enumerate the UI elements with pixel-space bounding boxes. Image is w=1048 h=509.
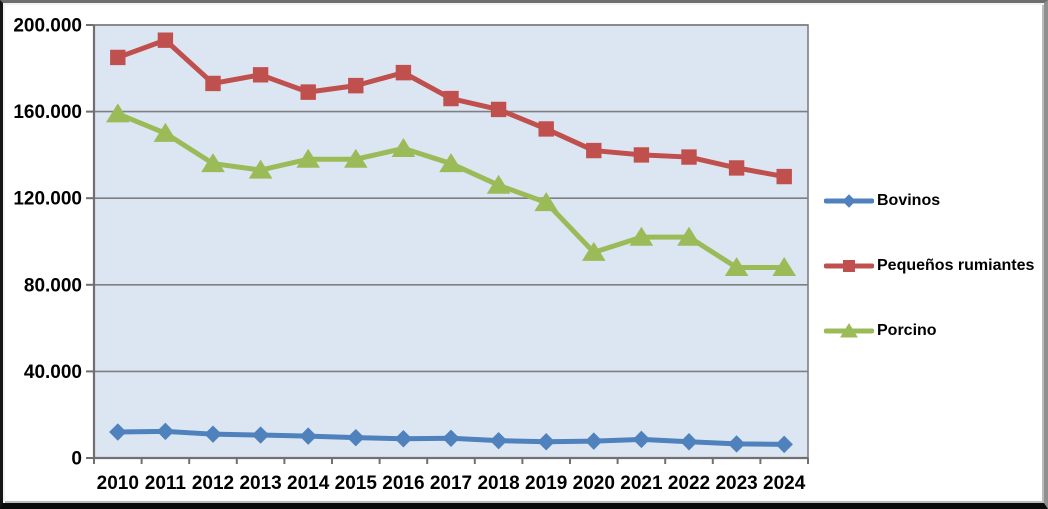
- data-marker: [681, 149, 697, 165]
- data-marker: [490, 101, 507, 118]
- data-marker: [347, 428, 365, 447]
- data-marker: [205, 75, 221, 92]
- data-marker: [252, 67, 269, 83]
- data-marker: [724, 257, 749, 277]
- x-tick-label: 2012: [192, 473, 234, 494]
- x-tick-label: 2018: [477, 473, 519, 494]
- data-marker: [251, 426, 270, 444]
- data-marker: [153, 122, 178, 142]
- x-tick-label: 2015: [335, 473, 378, 494]
- data-marker: [110, 49, 126, 66]
- data-marker: [486, 174, 511, 194]
- data-marker: [489, 431, 508, 450]
- x-tick-label: 2022: [668, 473, 710, 494]
- data-marker: [538, 121, 554, 137]
- y-tick-label: 0: [71, 449, 82, 470]
- data-marker: [296, 148, 321, 168]
- series-1: [110, 32, 792, 185]
- legend-item-pequenos-rumiantes: Pequeños rumiantes: [824, 255, 1034, 277]
- data-marker: [727, 435, 746, 453]
- data-marker: [629, 226, 654, 246]
- data-marker: [585, 432, 603, 450]
- data-marker: [248, 159, 273, 179]
- x-tick-label: 2010: [97, 473, 139, 494]
- data-marker: [395, 64, 412, 81]
- data-marker: [581, 241, 606, 261]
- legend-label-pequenos-rumiantes: Pequeños rumiantes: [877, 257, 1035, 274]
- data-marker: [201, 153, 225, 173]
- legend-marker-pequenos-rumiantes-icon: [824, 260, 874, 272]
- x-tick-label: 2021: [620, 473, 663, 494]
- data-marker: [632, 430, 651, 449]
- x-tick-label: 2014: [287, 473, 330, 494]
- y-tick-label: 40.000: [24, 362, 82, 383]
- series-0: [109, 422, 793, 454]
- data-marker: [772, 257, 797, 277]
- legend-marker: [843, 260, 855, 272]
- data-marker: [633, 147, 650, 163]
- data-marker: [391, 137, 416, 157]
- data-marker: [394, 430, 413, 448]
- data-marker: [728, 160, 745, 176]
- series-2: [105, 103, 797, 277]
- x-tick-label: 2023: [715, 473, 757, 494]
- x-tick-label: 2016: [382, 473, 424, 494]
- data-marker: [443, 90, 459, 107]
- legend-marker-bovinos-icon: [824, 194, 874, 208]
- legend-item-porcino: Porcino: [824, 320, 937, 342]
- data-marker: [156, 422, 175, 441]
- data-marker: [105, 103, 130, 123]
- legend-marker: [840, 323, 858, 338]
- data-marker: [680, 433, 698, 451]
- legend-marker-porcino-icon: [824, 323, 874, 338]
- x-tick-label: 2024: [763, 473, 806, 494]
- data-marker: [299, 427, 317, 445]
- data-marker: [442, 429, 460, 448]
- legend: Bovinos Pequeños rumiantes Porcino: [824, 0, 1039, 509]
- legend-label-bovinos: Bovinos: [877, 192, 941, 209]
- data-marker: [300, 84, 316, 100]
- x-tick-label: 2017: [430, 473, 472, 494]
- data-marker: [534, 192, 559, 212]
- y-tick-label: 160.000: [13, 102, 82, 123]
- y-tick-label: 120.000: [13, 189, 82, 210]
- legend-label-porcino: Porcino: [877, 322, 937, 339]
- data-marker: [157, 32, 174, 48]
- plot-background: [94, 25, 808, 458]
- data-marker: [776, 168, 792, 185]
- data-marker: [775, 435, 793, 454]
- data-marker: [586, 142, 602, 159]
- legend-item-bovinos: Bovinos: [824, 190, 940, 212]
- x-tick-label: 2011: [145, 473, 187, 494]
- x-tick-label: 2013: [239, 473, 281, 494]
- data-marker: [348, 77, 364, 94]
- data-marker: [204, 425, 222, 443]
- data-marker: [343, 148, 368, 168]
- data-marker: [439, 153, 463, 173]
- legend-marker: [842, 194, 856, 208]
- data-marker: [537, 433, 555, 451]
- data-marker: [109, 423, 127, 441]
- x-tick-label: 2019: [525, 473, 567, 494]
- data-marker: [677, 226, 701, 246]
- y-tick-label: 80.000: [24, 275, 82, 296]
- x-tick-label: 2020: [573, 473, 615, 494]
- y-tick-label: 200.000: [13, 16, 82, 37]
